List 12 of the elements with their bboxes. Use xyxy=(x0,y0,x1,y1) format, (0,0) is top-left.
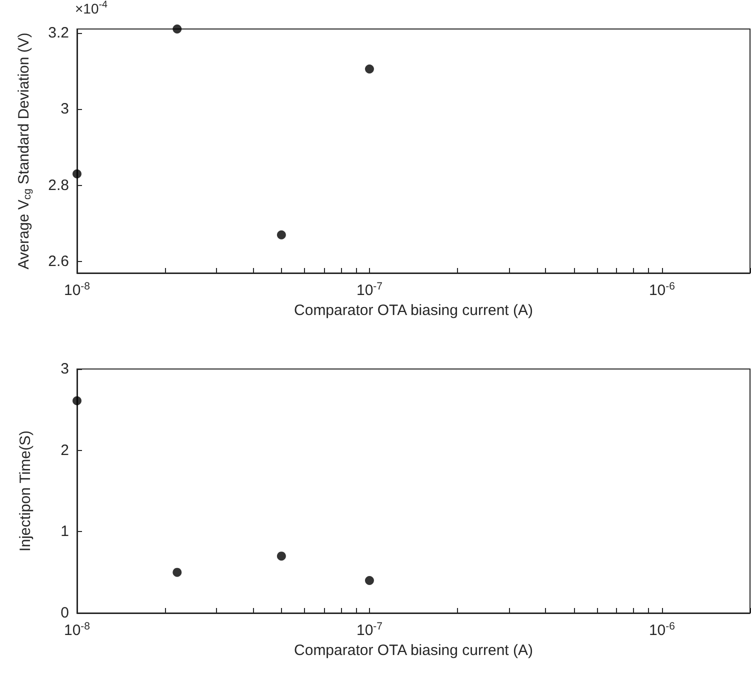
x-axis-title: Comparator OTA biasing current (A) xyxy=(294,642,533,659)
y-axis-title: Injectipon Time(S) xyxy=(17,430,34,552)
y-axis-title: Average Vcg Standard Deviation (V) xyxy=(15,32,34,270)
y-tick-label: 1 xyxy=(60,523,69,540)
y-tick-label: 3 xyxy=(60,100,69,118)
y-tick-label: 0 xyxy=(60,604,69,622)
x-axis-title: Comparator OTA biasing current (A) xyxy=(294,302,533,319)
y-tick-label: 3 xyxy=(60,360,69,378)
y-tick-label: 2.6 xyxy=(48,253,69,270)
y-tick-label: 2.8 xyxy=(48,176,69,194)
y-tick-label: 3.2 xyxy=(48,24,69,42)
y-tick-label: 2 xyxy=(60,442,69,459)
